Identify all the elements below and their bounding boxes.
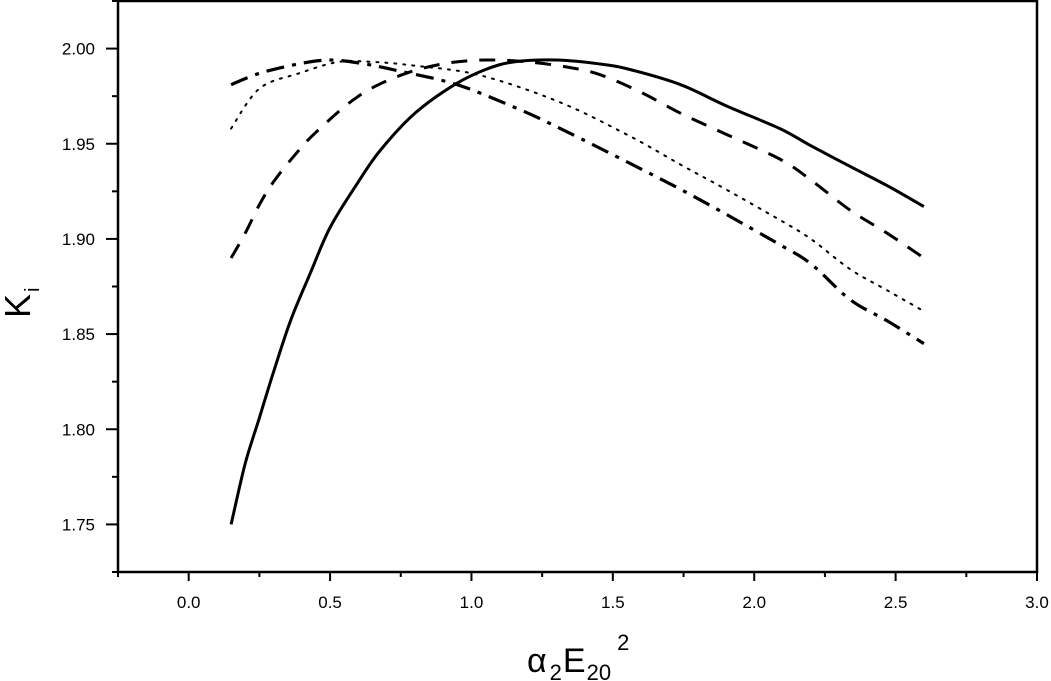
y-axis-title-sub: i <box>22 288 44 292</box>
series-solid-line <box>229 58 925 525</box>
x-axis-title-sup: 2 <box>617 630 629 655</box>
y-axis: 1.75 1.80 1.85 1.90 1.95 2.00 <box>62 0 118 573</box>
svg-text:Ki: Ki <box>0 288 44 318</box>
y-tick-label: 1.95 <box>62 135 95 154</box>
plot-frame <box>116 0 1039 574</box>
x-tick-label: 2.5 <box>884 593 908 612</box>
y-tick-label: 1.90 <box>62 230 95 249</box>
x-tick-label: 1.0 <box>460 593 484 612</box>
series-layer <box>229 58 925 525</box>
x-axis-title-sub2: 20 <box>587 660 611 681</box>
y-axis-title: Ki <box>0 288 44 318</box>
x-axis-title-E: E <box>563 642 586 680</box>
series-dotted-line <box>230 59 925 313</box>
x-axis-title: α 2E202 <box>527 630 629 681</box>
y-tick-label: 1.85 <box>62 325 95 344</box>
x-axis: 0.0 0.5 1.0 1.5 2.0 2.5 3.0 <box>117 572 1049 612</box>
y-tick-label: 1.75 <box>62 515 95 534</box>
x-tick-label: 0.0 <box>177 593 201 612</box>
series-dash-dot-line <box>230 58 925 345</box>
x-tick-label: 0.5 <box>318 593 342 612</box>
x-tick-label: 3.0 <box>1025 593 1049 612</box>
x-axis-title-alpha: α <box>527 642 547 680</box>
y-axis-title-main: K <box>0 294 38 318</box>
x-axis-title-sub1: 2 <box>550 660 562 681</box>
y-tick-label: 2.00 <box>62 40 95 59</box>
x-tick-label: 1.5 <box>601 593 625 612</box>
y-tick-label: 1.80 <box>62 420 95 439</box>
series-dashed-line <box>229 58 925 260</box>
plot-border <box>116 0 1039 574</box>
x-tick-label: 2.0 <box>742 593 766 612</box>
